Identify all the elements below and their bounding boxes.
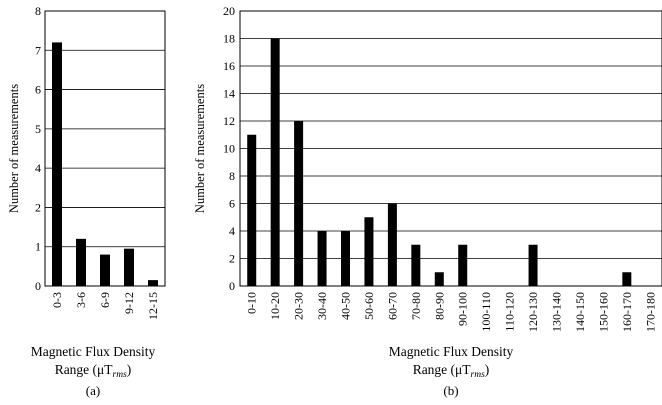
x-tick-label-b-7: 70-80 <box>409 292 423 320</box>
y-axis-label-b: Number of measurements <box>193 84 207 213</box>
chart-panel-a: 0 1 2 4 5 6 7 8 0-3 3-6 6-9 9-12 12-15 Number of meas… <box>7 4 166 398</box>
y-tick-label-a-4: 5 <box>35 122 41 136</box>
x-axis-label-line2-a: Range (μTrms) <box>55 362 132 380</box>
bar-b-20-30 <box>294 121 304 286</box>
x-tick-label-b-3: 30-40 <box>315 292 329 320</box>
x-tick-label-b-6: 60-70 <box>385 292 399 320</box>
x-tick-label-a-0: 0-3 <box>50 292 64 308</box>
y-tick-label-a-1: 1 <box>35 240 41 254</box>
y-tick-label-b-7: 14 <box>223 87 235 101</box>
panel-label-a: (a) <box>86 383 100 398</box>
y-tick-label-b-10: 20 <box>223 4 235 18</box>
y-tick-label-a-3: 4 <box>35 161 41 175</box>
y-tick-label-a-5: 6 <box>35 83 41 97</box>
bar-b-90-100 <box>458 244 468 286</box>
x-tick-label-a-1: 3-6 <box>74 292 88 308</box>
x-tick-label-a-3: 9-12 <box>122 292 136 314</box>
plot-border-a <box>44 10 166 287</box>
chart-panel-b: 0 2 4 6 8 10 12 14 16 18 20 0-10 10-20 20-30 30-40 40-5… <box>193 4 662 398</box>
x-tick-label-b-1: 10-20 <box>268 292 282 320</box>
bar-b-40-50 <box>341 231 350 286</box>
y-tick-label-a-0: 0 <box>35 279 41 293</box>
x-tick-label-b-0: 0-10 <box>245 292 259 314</box>
x-axis-label-line2-b: Range (μTrms) <box>413 362 490 380</box>
bar-a-12-15 <box>148 280 158 286</box>
plot-border-b <box>239 10 662 287</box>
x-tick-label-a-2: 6-9 <box>98 292 112 308</box>
x-tick-label-b-14: 140-150 <box>573 292 587 332</box>
bar-b-10-20 <box>270 38 280 286</box>
x-tick-label-b-4: 40-50 <box>339 292 353 320</box>
bar-a-6-9 <box>100 254 110 286</box>
x-axis-label-line1-b: Magnetic Flux Density <box>389 344 514 359</box>
x-tick-label-b-9: 90-100 <box>456 292 470 326</box>
x-axis-label-line1-a: Magnetic Flux Density <box>31 344 156 359</box>
x-tick-label-b-11: 110-120 <box>503 292 517 332</box>
y-axis-label-a: Number of measurements <box>7 84 21 213</box>
bar-b-60-70 <box>387 203 397 286</box>
y-tick-label-b-8: 16 <box>223 59 235 73</box>
y-tick-label-b-1: 2 <box>229 252 235 266</box>
bar-b-120-130 <box>528 244 538 286</box>
y-tick-label-b-5: 10 <box>223 142 235 156</box>
bar-b-30-40 <box>317 231 327 286</box>
y-tick-label-b-0: 0 <box>229 279 235 293</box>
bar-b-70-80 <box>411 244 421 286</box>
bar-a-3-6 <box>76 238 86 286</box>
x-tick-label-b-5: 50-60 <box>362 292 376 320</box>
y-tick-label-a-2: 2 <box>35 200 41 214</box>
y-tick-label-b-2: 4 <box>229 224 235 238</box>
x-tick-label-b-13: 130-140 <box>550 292 564 332</box>
x-tick-label-b-12: 120-130 <box>526 292 540 332</box>
bar-b-80-90 <box>434 272 444 286</box>
x-tick-label-b-16: 160-170 <box>620 292 634 332</box>
bar-b-0-10 <box>247 134 257 286</box>
y-tick-label-b-4: 8 <box>229 169 235 183</box>
bar-b-160-170 <box>622 272 632 286</box>
y-tick-label-a-6: 7 <box>35 43 41 57</box>
bar-a-9-12 <box>124 248 134 286</box>
y-tick-label-a-7: 8 <box>35 4 41 18</box>
bar-a-0-3 <box>52 42 62 286</box>
y-tick-label-b-6: 12 <box>223 114 235 128</box>
y-tick-label-b-9: 18 <box>223 32 235 46</box>
x-tick-label-b-10: 100-110 <box>479 292 493 332</box>
x-tick-label-b-8: 80-90 <box>432 292 446 320</box>
x-tick-label-b-2: 20-30 <box>292 292 306 320</box>
panel-label-b: (b) <box>443 383 458 398</box>
x-tick-label-a-4: 12-15 <box>146 292 160 320</box>
bar-b-50-60 <box>364 217 374 286</box>
x-tick-label-b-15: 150-160 <box>596 292 610 332</box>
y-tick-label-b-3: 6 <box>229 197 235 211</box>
x-tick-label-b-17: 170-180 <box>643 292 657 332</box>
